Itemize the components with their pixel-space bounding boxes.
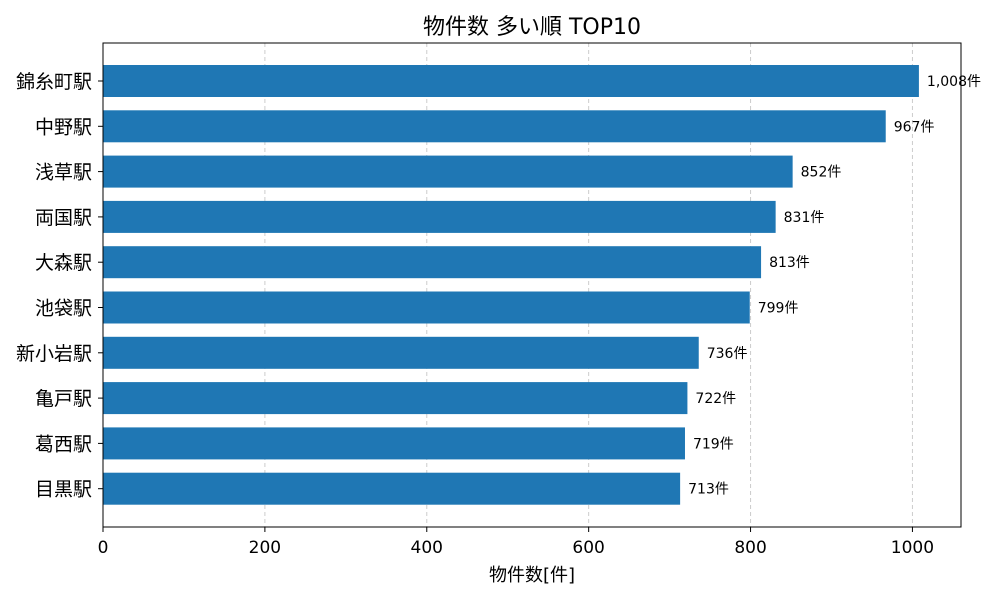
x-tick-label: 600	[572, 538, 604, 558]
x-tick-label: 400	[411, 538, 443, 558]
bar	[103, 382, 688, 415]
y-tick-label: 葛西駅	[35, 433, 92, 455]
bar	[103, 427, 685, 460]
data-labels: 1,008件 967件 852件 831件 813件 799件 736件 722件 719件 71…	[688, 74, 981, 498]
x-axis-ticks: 0 200 400 600 800 1000	[98, 527, 934, 558]
bar	[103, 472, 681, 505]
y-tick-label: 池袋駅	[35, 298, 92, 320]
data-label: 1,008件	[927, 74, 981, 90]
y-tick-label: 新小岩駅	[16, 343, 92, 365]
data-label: 813件	[769, 255, 810, 271]
data-label: 799件	[758, 301, 799, 317]
bar	[103, 200, 776, 233]
y-tick-label: 中野駅	[35, 116, 92, 138]
y-tick-label: 大森駅	[35, 252, 92, 274]
bars	[103, 65, 919, 505]
x-tick-label: 800	[734, 538, 766, 558]
y-tick-label: 亀戸駅	[35, 388, 92, 410]
bar	[103, 65, 919, 97]
data-label: 852件	[801, 165, 842, 181]
x-tick-label: 0	[98, 538, 109, 558]
y-tick-label: 目黒駅	[35, 479, 92, 501]
bar	[103, 246, 762, 279]
y-tick-label: 浅草駅	[35, 162, 92, 184]
data-label: 831件	[784, 210, 825, 226]
data-label: 713件	[688, 482, 729, 498]
x-tick-label: 1000	[891, 538, 934, 558]
y-tick-label: 両国駅	[35, 207, 92, 229]
y-tick-label: 錦糸町駅	[16, 71, 92, 93]
data-label: 736件	[707, 346, 748, 362]
bar	[103, 155, 793, 188]
data-label: 722件	[695, 391, 736, 407]
bar	[103, 110, 886, 143]
bar	[103, 291, 750, 324]
bar	[103, 336, 699, 369]
data-label: 719件	[693, 436, 734, 452]
chart-title: 物件数 多い順 TOP10	[423, 15, 641, 40]
data-label: 967件	[894, 119, 935, 135]
plot-frame	[102, 42, 962, 528]
x-tick-label: 200	[249, 538, 281, 558]
x-axis-label: 物件数[件]	[489, 565, 575, 586]
